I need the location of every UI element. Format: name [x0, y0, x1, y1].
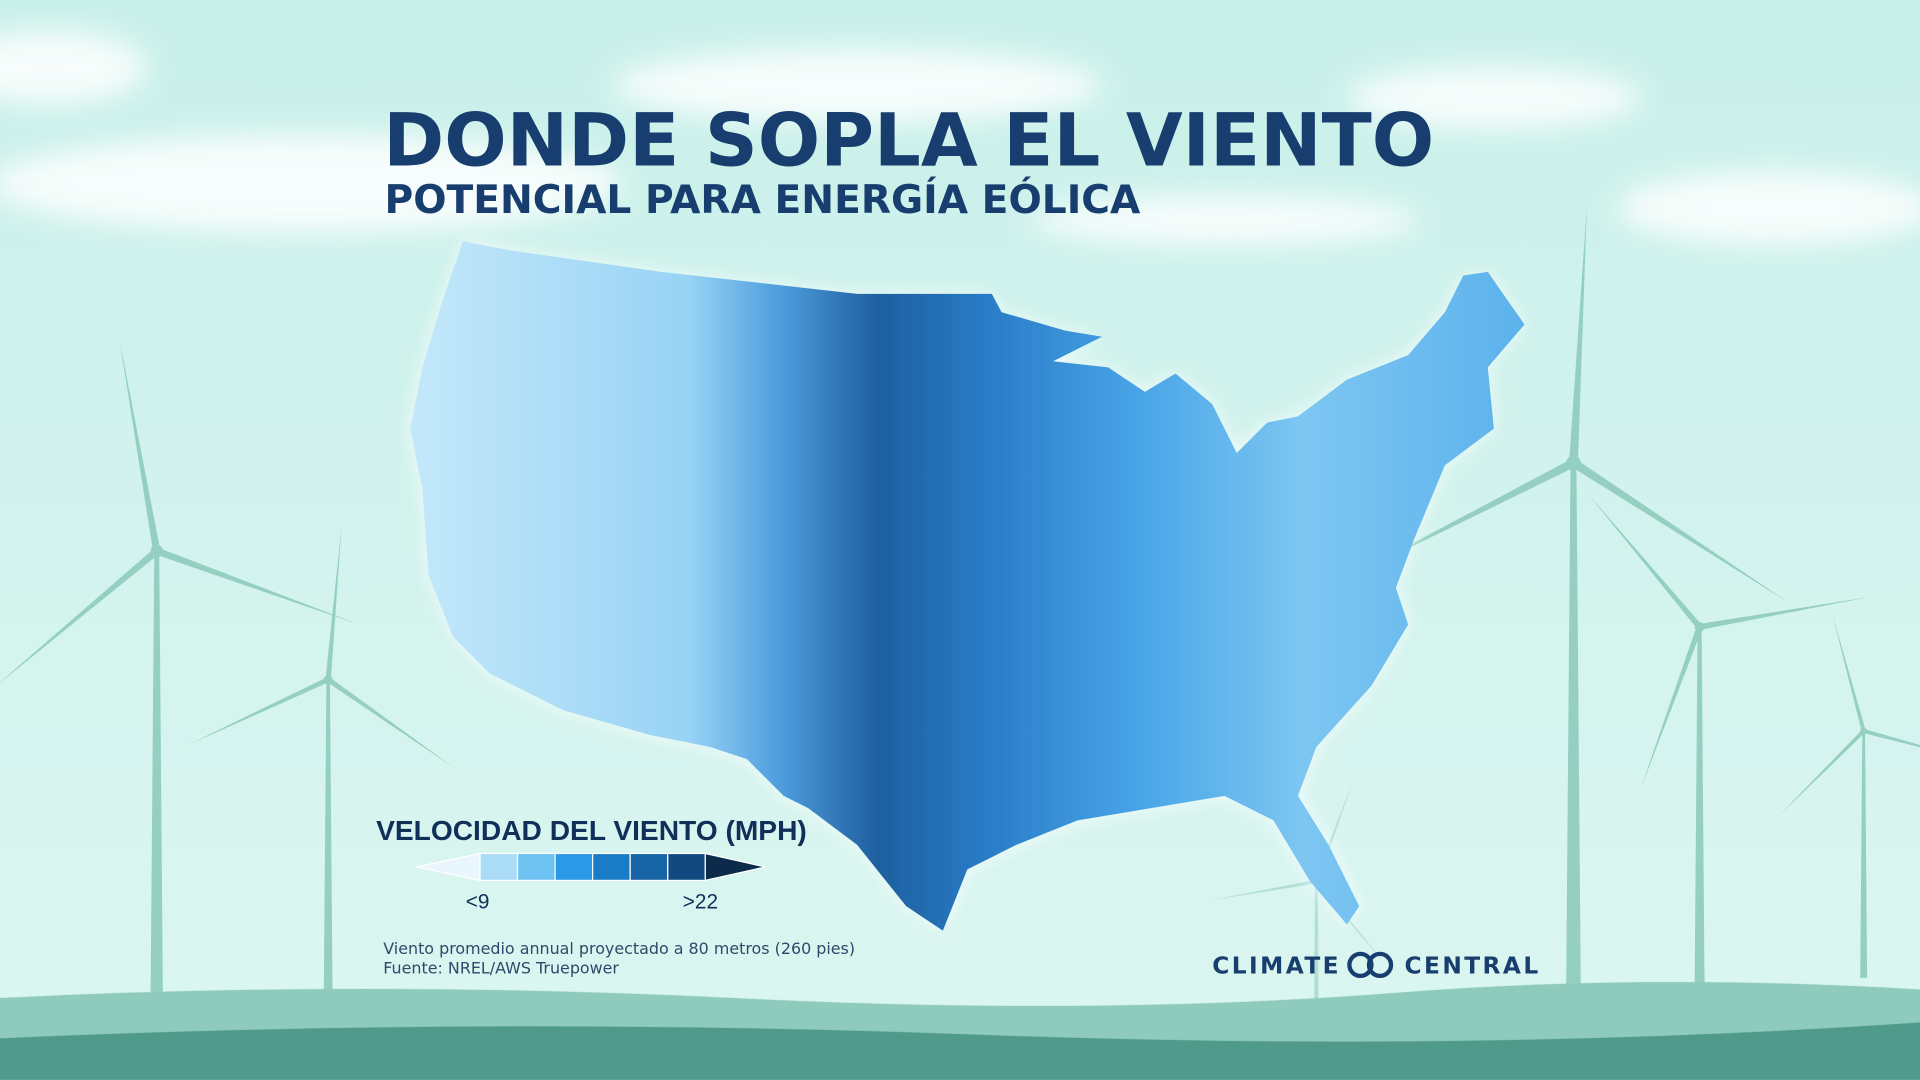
- legend-title: VELOCIDAD DEL VIENTO (MPH): [376, 815, 807, 846]
- legend-max-label: >22: [683, 891, 718, 914]
- legend-swatch: [516, 852, 556, 882]
- legend-swatch: [629, 852, 669, 882]
- subtitle: POTENCIAL PARA ENERGÍA EÓLICA: [384, 176, 1141, 223]
- legend-bar: [416, 852, 766, 882]
- note: Fuente: NREL/AWS Truepower: [383, 958, 619, 977]
- title: DONDE SOPLA EL VIENTO: [383, 98, 1434, 183]
- note: Viento promedio annual proyectado a 80 m…: [383, 939, 855, 958]
- legend-arrow-high: [704, 852, 766, 882]
- brand-logo: [1347, 951, 1394, 979]
- us-wind-map: [410, 241, 1525, 931]
- legend-swatch: [592, 852, 631, 882]
- legend-swatch: [554, 852, 594, 882]
- brand: CENTRAL: [1404, 952, 1540, 979]
- brand: CLIMATE: [1212, 952, 1341, 979]
- legend-swatch: [667, 852, 706, 882]
- legend-swatch: [479, 852, 519, 882]
- legend-min-label: <9: [466, 891, 490, 914]
- clouds: [0, 30, 1920, 245]
- hills-front: [0, 1022, 1920, 1080]
